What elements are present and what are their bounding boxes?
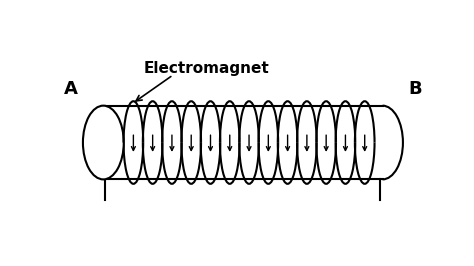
Text: B: B [409, 80, 422, 98]
Text: Electromagnet: Electromagnet [143, 61, 269, 76]
Text: A: A [64, 80, 78, 98]
Ellipse shape [83, 106, 124, 179]
